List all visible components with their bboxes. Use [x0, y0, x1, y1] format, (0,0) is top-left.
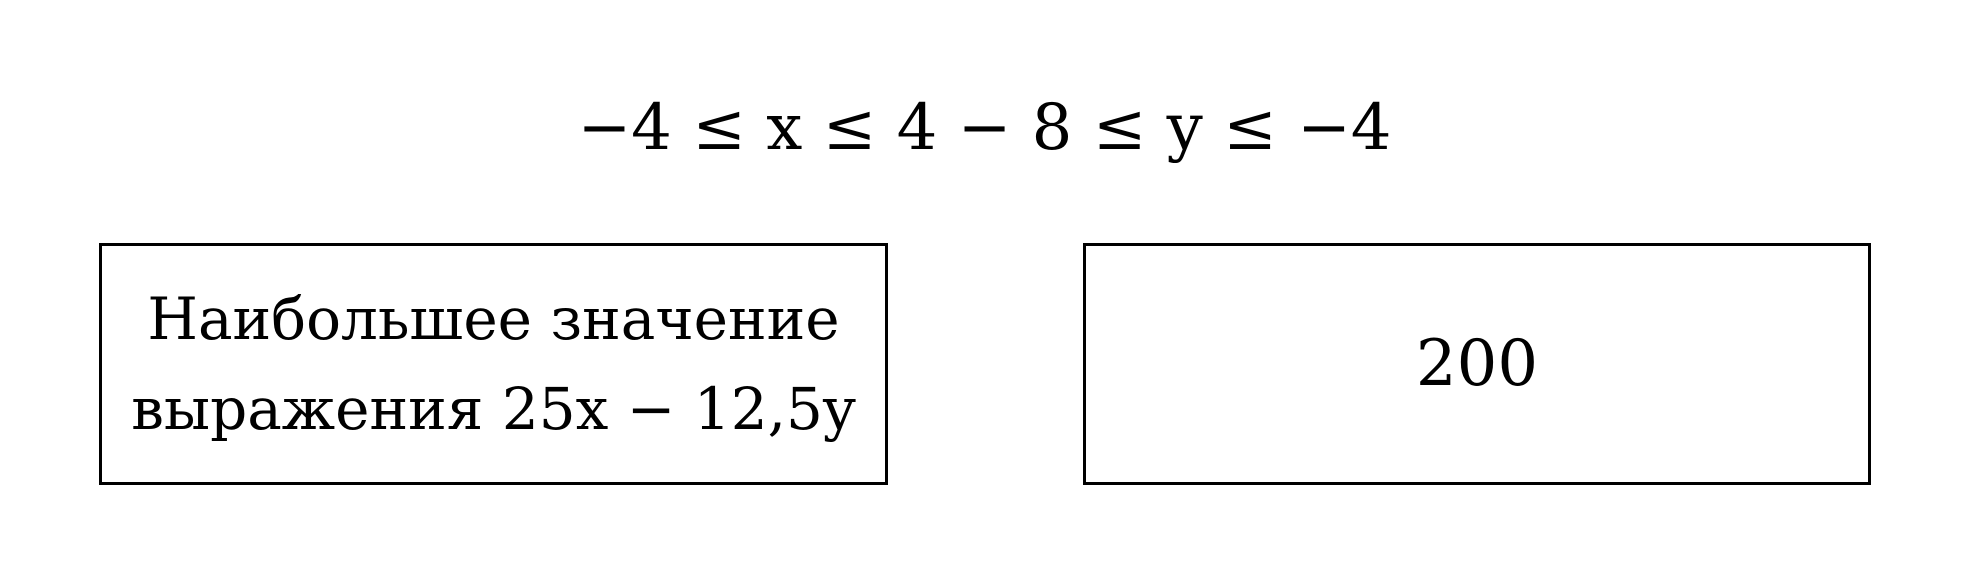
- question-box: Наибольшее значение выражения 25x − 12,5…: [99, 243, 888, 485]
- condition-inequalities: −4 ≤ x ≤ 4 − 8 ≤ y ≤ −4: [577, 91, 1392, 165]
- answer-box: 200: [1083, 243, 1871, 485]
- answer-value: 200: [1415, 327, 1539, 401]
- question-line-2: выражения 25x − 12,5y: [131, 375, 856, 443]
- question-text: Наибольшее значение выражения 25x − 12,5…: [131, 274, 855, 454]
- question-line-1: Наибольшее значение: [147, 285, 840, 353]
